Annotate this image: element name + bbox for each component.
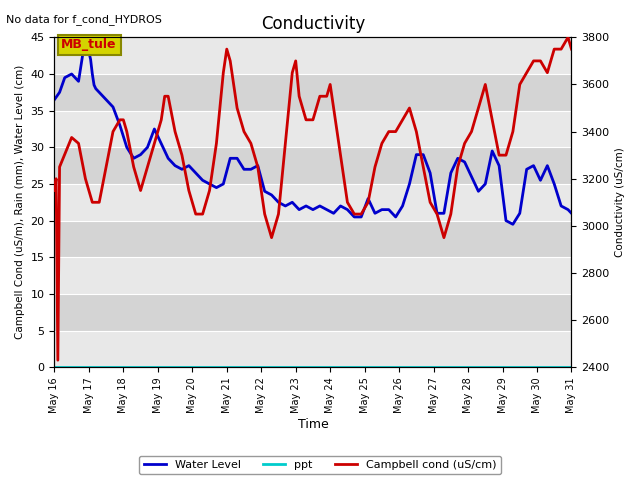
Y-axis label: Campbell Cond (uS/m), Rain (mm), Water Level (cm): Campbell Cond (uS/m), Rain (mm), Water L… <box>15 65 25 339</box>
Bar <box>54 147 572 184</box>
Text: MB_tule: MB_tule <box>61 38 116 51</box>
Bar <box>54 294 572 331</box>
Bar <box>54 74 572 111</box>
Bar <box>54 221 572 257</box>
X-axis label: Time: Time <box>298 419 328 432</box>
Legend: Water Level, ppt, Campbell cond (uS/cm): Water Level, ppt, Campbell cond (uS/cm) <box>140 456 500 474</box>
Y-axis label: Conductivity (uS/cm): Conductivity (uS/cm) <box>615 147 625 257</box>
Text: No data for f_cond_HYDROS: No data for f_cond_HYDROS <box>6 14 163 25</box>
Title: Conductivity: Conductivity <box>261 15 365 33</box>
